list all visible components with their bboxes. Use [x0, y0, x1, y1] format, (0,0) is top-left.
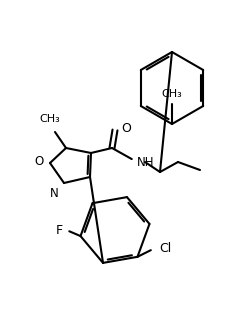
Text: O: O [121, 122, 131, 134]
Text: Cl: Cl [159, 242, 172, 255]
Text: O: O [35, 155, 44, 167]
Text: N: N [50, 187, 59, 200]
Text: F: F [55, 224, 62, 236]
Text: CH₃: CH₃ [40, 114, 60, 124]
Text: CH₃: CH₃ [162, 89, 182, 99]
Text: NH: NH [137, 156, 155, 169]
